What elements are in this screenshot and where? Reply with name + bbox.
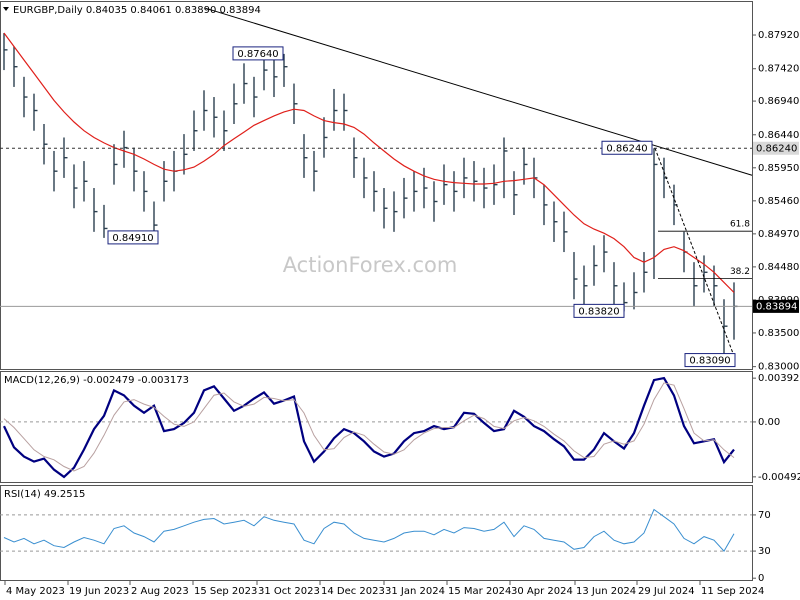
macd-panel <box>0 371 753 483</box>
annotation-box <box>232 46 284 61</box>
macd-line <box>3 382 735 472</box>
y-tick-label: 0.85950 <box>758 163 799 174</box>
y-tick-label: 0.86940 <box>758 96 799 107</box>
y-tick-label: 0.87920 <box>758 30 799 41</box>
macd-title: MACD(12,26,9) -0.002479 -0.003173 <box>4 375 189 386</box>
fib-label: 38.2 <box>730 267 750 277</box>
y-tick-label: 0.003928 <box>758 373 800 384</box>
x-tick-label: 11 Sep 2024 <box>701 586 764 597</box>
price-marker <box>753 141 799 155</box>
y-tick-label: 0.84970 <box>758 229 799 240</box>
y-tick-label: 30 <box>758 546 771 557</box>
y-tick-label: 0.86440 <box>758 130 799 141</box>
x-tick-label: 15 Mar 2024 <box>448 586 511 597</box>
x-tick-label: 13 Jun 2024 <box>576 586 636 597</box>
rsi-title: RSI(14) 49.2515 <box>4 489 85 500</box>
macd-line <box>3 376 735 479</box>
annotation-box <box>107 230 159 245</box>
x-tick-label: 30 Apr 2024 <box>511 586 573 597</box>
symbol-icon <box>3 7 9 11</box>
y-tick-label: -0.004929 <box>758 472 800 483</box>
trendline <box>654 148 736 359</box>
x-tick-label: 15 Sep 2023 <box>194 586 257 597</box>
y-tick-label: 0.83000 <box>758 362 799 373</box>
x-tick-label: 14 Dec 2023 <box>321 586 385 597</box>
x-tick-label: 4 May 2023 <box>6 586 65 597</box>
annotation-label: 0.87640 <box>237 49 278 60</box>
y-tick-label: 0.87420 <box>758 64 799 75</box>
price-marker-label: 0.86240 <box>756 143 797 154</box>
x-tick-label: 29 Jul 2024 <box>638 586 695 597</box>
trendline <box>204 7 753 176</box>
annotation-label: 0.83090 <box>689 356 730 367</box>
price-marker <box>753 299 799 313</box>
annotation-label: 0.83820 <box>578 306 619 317</box>
fib-label: 61.8 <box>730 220 750 230</box>
y-tick-label: 0.83500 <box>758 328 799 339</box>
annotation-label: 0.86240 <box>606 143 647 154</box>
price-title: EURGBP,Daily 0.84035 0.84061 0.83890 0.8… <box>13 5 261 16</box>
annotation-box <box>684 353 736 368</box>
annotation-box <box>573 303 625 318</box>
y-tick-label: 0.85460 <box>758 196 799 207</box>
rsi-panel <box>0 485 753 581</box>
price-marker-label: 0.83894 <box>756 301 797 312</box>
rsi-line <box>3 508 735 552</box>
x-tick-label: 31 Jan 2024 <box>385 586 445 597</box>
x-tick-label: 2 Aug 2023 <box>131 586 189 597</box>
moving-average <box>3 32 735 293</box>
y-tick-label: 0 <box>758 573 764 584</box>
x-tick-label: 19 Jun 2023 <box>69 586 129 597</box>
annotation-label: 0.84910 <box>112 233 153 244</box>
y-tick-label: 0.84480 <box>758 262 799 273</box>
x-tick-label: 31 Oct 2023 <box>258 586 320 597</box>
price-panel <box>0 1 753 370</box>
y-tick-label: 70 <box>758 510 771 521</box>
watermark: ActionForex.com <box>283 253 458 277</box>
y-tick-label: 0.00 <box>758 417 780 428</box>
annotation-box <box>601 140 653 155</box>
